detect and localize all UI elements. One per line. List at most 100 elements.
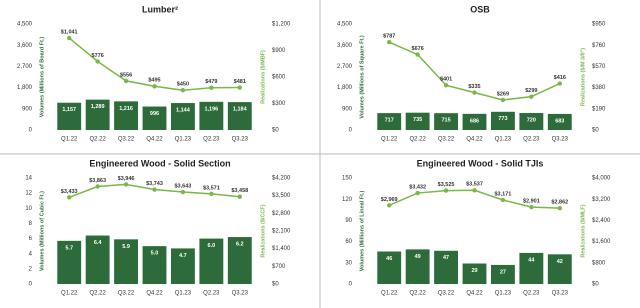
y2-tick-label: $1,600	[592, 239, 611, 245]
bar-label: 1,196	[204, 106, 218, 112]
y-tick-label: 120	[342, 197, 353, 203]
bar	[170, 248, 195, 284]
y-tick-label: 0	[349, 128, 353, 134]
y-axis-title: Volumes (Millions of Board Ft.)	[39, 37, 45, 118]
bar-label: 717	[385, 118, 394, 124]
line-point	[123, 78, 129, 84]
bar	[462, 263, 487, 284]
x-tick-label: Q4.22	[466, 137, 483, 143]
y2-tick-label: $1,200	[272, 22, 291, 28]
point-label: $3,946	[118, 176, 135, 182]
line-point	[472, 188, 477, 193]
bar-label: 29	[471, 268, 477, 274]
bar	[114, 239, 139, 284]
line-point	[152, 84, 157, 89]
x-tick-label: Q3.23	[232, 291, 249, 297]
y-tick-label: 30	[345, 260, 352, 266]
bar	[199, 101, 224, 130]
y2-tick-label: $4,200	[272, 176, 291, 182]
bar	[85, 99, 110, 130]
bar-label: 5.0	[151, 251, 159, 257]
bar-label: 1,289	[91, 104, 105, 110]
y-tick-label: 4,500	[17, 22, 33, 28]
y-tick-label: 90	[345, 218, 352, 224]
line-point	[67, 35, 72, 41]
y-tick-label: 4	[29, 251, 33, 257]
x-tick-label: Q3.23	[232, 137, 249, 143]
bar-label: 773	[498, 116, 507, 122]
y-axis-title: Volumes (Millions of Lineal Ft.)	[359, 191, 365, 272]
y2-tick-label: $0	[592, 282, 599, 288]
bar-label: 715	[441, 118, 450, 124]
bar	[462, 113, 487, 130]
point-label: $1,041	[61, 29, 78, 35]
y2-axis-title: Realizations ($/M 3/8")	[580, 48, 586, 106]
y-tick-label: 1,800	[17, 85, 33, 91]
x-tick-label: Q2.23	[203, 137, 220, 143]
point-label: $401	[440, 77, 452, 83]
point-label: $299	[525, 88, 537, 94]
point-label: $3,863	[89, 178, 106, 184]
bar-label: 735	[413, 117, 422, 123]
bar	[547, 254, 572, 284]
line-point	[387, 203, 392, 208]
bar-label: 686	[470, 118, 479, 124]
y2-tick-label: $3,500	[272, 193, 291, 199]
bar	[142, 246, 167, 284]
y2-axis-title: Realizations ($/MLF)	[580, 204, 586, 257]
x-tick-label: Q3.22	[438, 137, 455, 143]
point-label: $3,458	[231, 188, 248, 194]
line-point	[95, 184, 100, 189]
x-tick-label: Q1.23	[495, 137, 512, 143]
bar	[57, 240, 82, 284]
y2-tick-label: $950	[592, 22, 606, 28]
point-label: $495	[148, 78, 160, 84]
y-tick-label: 1,800	[337, 85, 353, 91]
bar	[170, 103, 195, 130]
y-tick-label: 2	[29, 266, 33, 272]
y-tick-label: 0	[29, 282, 33, 288]
y-tick-label: 10	[25, 206, 32, 212]
y-tick-label: 2,700	[17, 64, 33, 70]
line-point	[500, 197, 506, 203]
point-label: $479	[205, 79, 217, 85]
point-label: $556	[120, 72, 132, 78]
point-label: $3,525	[438, 182, 455, 188]
y2-tick-label: $190	[592, 106, 606, 112]
point-label: $3,433	[61, 189, 78, 195]
point-label: $3,571	[203, 185, 220, 191]
point-label: $3,432	[409, 185, 426, 191]
x-tick-label: Q3.22	[438, 291, 455, 297]
bar-label: 44	[528, 257, 535, 263]
point-label: $450	[177, 82, 189, 88]
bar-label: 6.4	[94, 240, 103, 246]
y-tick-label: 0	[29, 128, 33, 134]
bar	[199, 238, 224, 284]
x-tick-label: Q1.23	[175, 291, 192, 297]
chart-title: Lumber²	[142, 4, 178, 14]
bar-label: 1,184	[233, 107, 248, 113]
y2-tick-label: $570	[592, 64, 606, 70]
x-tick-label: Q2.23	[523, 137, 540, 143]
bar-label: 27	[500, 269, 506, 275]
x-tick-label: Q1.23	[175, 137, 192, 143]
bar	[377, 113, 402, 130]
line-point	[152, 187, 157, 192]
bar	[114, 101, 139, 130]
point-label: $676	[412, 46, 424, 52]
x-tick-label: Q3.23	[552, 291, 569, 297]
bar	[547, 113, 572, 130]
x-tick-label: Q3.22	[118, 137, 135, 143]
point-label: $3,743	[146, 181, 163, 187]
bar	[434, 113, 459, 130]
bar	[377, 251, 402, 284]
bar-label: 47	[443, 255, 449, 261]
bar-label: 42	[557, 259, 563, 265]
line-point	[415, 190, 420, 196]
y2-tick-label: $2,400	[592, 218, 611, 224]
y2-tick-label: $3,200	[592, 197, 611, 203]
bar-label: 6.0	[208, 243, 216, 249]
line-point	[472, 90, 477, 95]
line-point	[67, 195, 72, 200]
y2-axis-title: Realizations ($/MBF)	[260, 50, 266, 104]
